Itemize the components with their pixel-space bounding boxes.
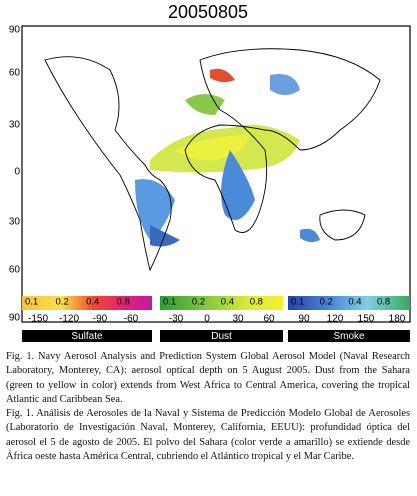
- colorbar-tick-label: 0.4: [348, 297, 361, 308]
- colorbar-tick-label: 0.8: [377, 297, 390, 308]
- coastlines: [44, 48, 381, 272]
- map-overlay: [135, 68, 320, 247]
- legend-box: [160, 330, 283, 342]
- legend-box: [288, 330, 410, 342]
- legend-label: Dust: [211, 331, 232, 342]
- lon-label: 60: [263, 314, 275, 325]
- lon-label: 30: [232, 314, 244, 325]
- lat-label: 60: [9, 68, 21, 79]
- lat-label: 0: [14, 167, 20, 178]
- caption-paragraph: Fig. 1. Análisis de Aerosoles de la Nava…: [6, 408, 410, 463]
- colorbar: [22, 296, 152, 310]
- lon-label: 0: [204, 314, 210, 325]
- lon-label: 150: [358, 314, 375, 325]
- colorbar-tick-label: 0.8: [117, 297, 130, 308]
- caption-paragraph: Fig. 1. Navy Aerosol Analysis and Predic…: [6, 351, 410, 405]
- colorbar-tick-label: 0.4: [221, 297, 234, 308]
- colorbar-tick-label: 0.1: [25, 297, 38, 308]
- colorbar-tick-label: 0.8: [250, 297, 263, 308]
- lon-label: -150: [28, 314, 48, 325]
- legend-label: Sulfate: [71, 331, 103, 342]
- colorbar: [288, 296, 410, 310]
- lat-label: 30: [9, 217, 21, 228]
- lon-label: -90: [93, 314, 108, 325]
- lon-label: 120: [327, 314, 344, 325]
- legend-label: Smoke: [333, 331, 365, 342]
- lon-label: -120: [59, 314, 79, 325]
- colorbar-tick-label: 0.2: [320, 297, 333, 308]
- colorbar-tick-label: 0.1: [163, 297, 176, 308]
- lat-label: 60: [9, 265, 21, 276]
- colorbar: [160, 296, 283, 310]
- colorbar-tick-label: 0.4: [86, 297, 99, 308]
- lon-label: 180: [389, 314, 406, 325]
- lon-label: -60: [124, 314, 139, 325]
- map-title: 20050805: [168, 2, 248, 22]
- figure: 20050805 90 60 30 0 30 60 90 0.1 0.2 0.4 0.8 -150 -1…: [9, 2, 411, 342]
- lat-label: 30: [9, 120, 21, 131]
- lat-label: 90: [9, 313, 21, 324]
- lon-label: 90: [298, 314, 310, 325]
- caption: Fig. 1. Navy Aerosol Analysis and Predic…: [6, 350, 410, 464]
- colorbar-tick-label: 0.2: [192, 297, 205, 308]
- legend-box: [22, 330, 152, 342]
- colorbar-tick-label: 0.2: [56, 297, 69, 308]
- lon-label: -30: [169, 314, 184, 325]
- lat-label: 90: [9, 25, 21, 36]
- colorbar-tick-label: 0.1: [291, 297, 304, 308]
